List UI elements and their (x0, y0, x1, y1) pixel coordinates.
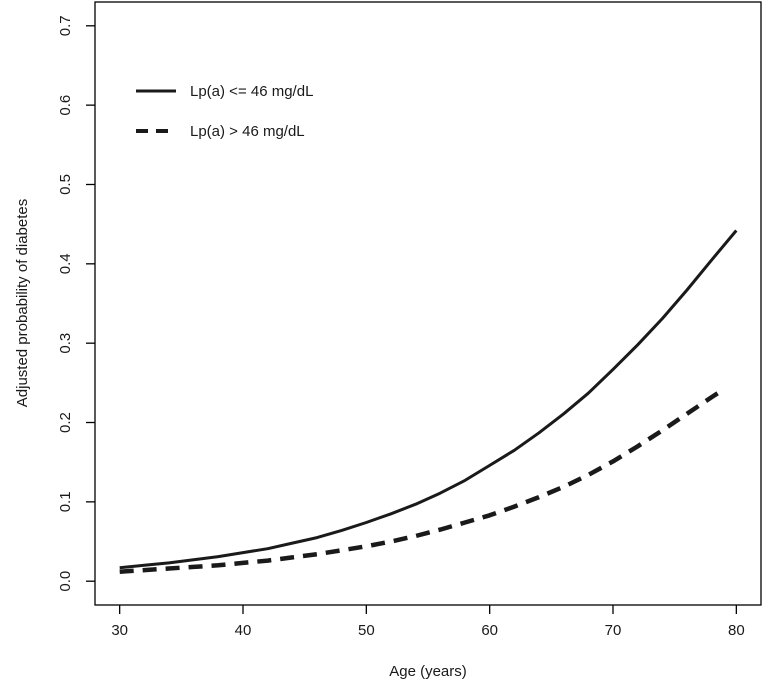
series-layer (120, 231, 737, 572)
y-axis: 0.0 0.1 0.2 0.3 0.4 0.5 0.6 0.7 (57, 15, 95, 591)
y-tick-label-0.1: 0.1 (57, 491, 74, 512)
y-tick-label-0.7: 0.7 (57, 15, 74, 36)
x-tick-label-70: 70 (605, 622, 622, 639)
x-axis: 30 40 50 60 70 80 (111, 605, 744, 639)
y-axis-title: Adjusted probability of diabetes (14, 199, 31, 407)
legend-label-low: Lp(a) <= 46 mg/dL (190, 83, 313, 100)
y-tick-label-0.6: 0.6 (57, 95, 74, 116)
x-tick-label-80: 80 (728, 622, 745, 639)
series-line-lpa-low (120, 231, 737, 568)
y-tick-label-0.4: 0.4 (57, 253, 74, 274)
legend-label-high: Lp(a) > 46 mg/dL (190, 123, 305, 140)
y-tick-label-0.5: 0.5 (57, 174, 74, 195)
series-line-lpa-high (120, 389, 724, 572)
y-tick-label-0.3: 0.3 (57, 333, 74, 354)
x-tick-label-30: 30 (111, 622, 128, 639)
x-tick-label-40: 40 (235, 622, 252, 639)
x-axis-title: Age (years) (389, 663, 467, 680)
x-tick-label-50: 50 (358, 622, 375, 639)
y-tick-label-0.2: 0.2 (57, 412, 74, 433)
y-tick-label-0: 0.0 (57, 571, 74, 592)
x-tick-label-60: 60 (481, 622, 498, 639)
legend: Lp(a) <= 46 mg/dL Lp(a) > 46 mg/dL (136, 83, 313, 140)
